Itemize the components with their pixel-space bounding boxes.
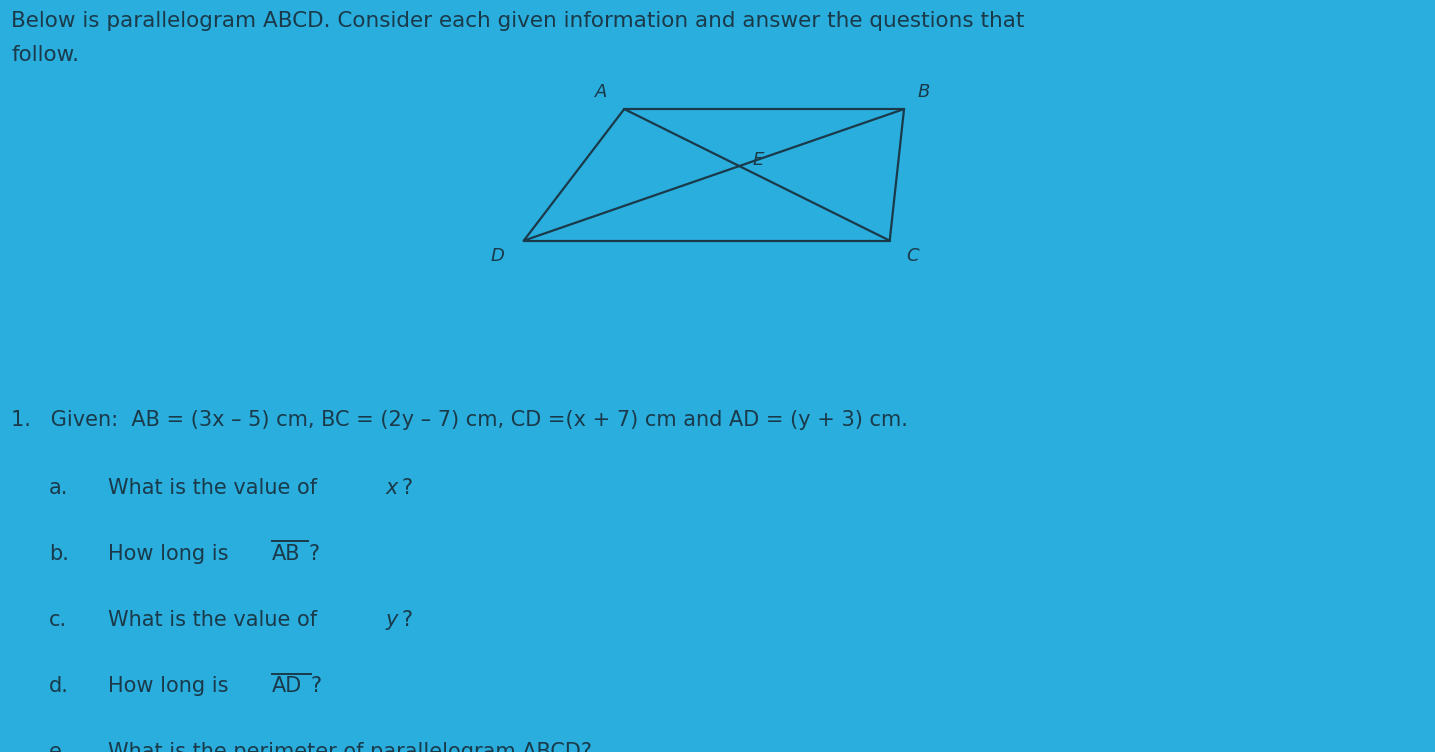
Text: What is the value of: What is the value of	[108, 478, 323, 498]
Text: d.: d.	[49, 676, 69, 696]
Text: e.: e.	[49, 742, 69, 752]
Text: B: B	[918, 83, 930, 102]
Text: c.: c.	[49, 610, 67, 630]
Text: follow.: follow.	[11, 45, 79, 65]
Text: How long is: How long is	[108, 676, 235, 696]
Text: 1.   Given:  AB = (3x – 5) cm, BC = (2y – 7) cm, CD =(x + 7) cm and AD = (y + 3): 1. Given: AB = (3x – 5) cm, BC = (2y – 7…	[11, 410, 908, 430]
Text: How long is: How long is	[108, 544, 235, 564]
Text: AB: AB	[271, 544, 300, 564]
Text: C: C	[907, 247, 918, 265]
Text: What is the value of: What is the value of	[108, 610, 323, 630]
Text: Below is parallelogram ABCD. Consider each given information and answer the ques: Below is parallelogram ABCD. Consider ea…	[11, 11, 1025, 32]
Text: AD: AD	[271, 676, 301, 696]
Text: ?: ?	[309, 544, 320, 564]
Text: x: x	[386, 478, 399, 498]
Text: b.: b.	[49, 544, 69, 564]
Text: a.: a.	[49, 478, 69, 498]
Text: A: A	[596, 83, 607, 102]
Text: ?: ?	[402, 610, 413, 630]
Text: ?: ?	[402, 478, 413, 498]
Text: ?: ?	[311, 676, 321, 696]
Text: E: E	[752, 151, 763, 169]
Text: What is the perimeter of parallelogram ABCD?: What is the perimeter of parallelogram A…	[108, 742, 591, 752]
Text: D: D	[491, 247, 505, 265]
Text: y: y	[386, 610, 399, 630]
